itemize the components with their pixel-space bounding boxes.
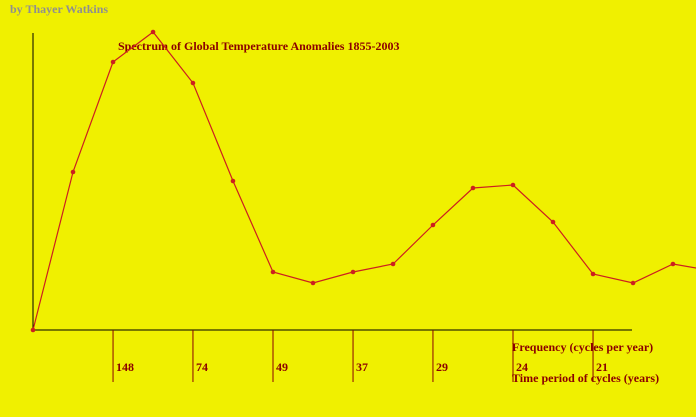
- data-point-11: [470, 185, 476, 191]
- data-point-15: [630, 280, 636, 286]
- tick-layer: 148 74 49 37 29 24 21: [112, 330, 608, 382]
- data-point-7: [310, 280, 316, 286]
- x-tick-label-37: 37: [356, 360, 368, 374]
- data-point-4: [190, 80, 196, 86]
- data-point-6: [270, 269, 276, 275]
- data-point-1: [70, 169, 76, 175]
- data-point-5: [230, 178, 236, 184]
- chart-title: Spectrum of Global Temperature Anomalies…: [118, 39, 399, 53]
- data-point-13: [550, 219, 556, 225]
- x-tick-label-24: 24: [516, 360, 528, 374]
- x-tick-label-148: 148: [116, 360, 134, 374]
- data-point-8: [350, 269, 356, 275]
- data-point-9: [390, 261, 396, 267]
- data-point-14: [590, 271, 596, 277]
- data-point-3: [150, 29, 156, 35]
- x-tick-label-21: 21: [596, 360, 608, 374]
- data-point-0: [30, 327, 36, 333]
- x-tick-label-74: 74: [196, 360, 208, 374]
- x-tick-label-29: 29: [436, 360, 448, 374]
- x-axis-title-frequency: Frequency (cycles per year): [512, 340, 653, 354]
- series-line: [32, 31, 696, 331]
- credit-text: by Thayer Watkins: [10, 2, 108, 16]
- data-point-16: [670, 261, 676, 267]
- series-temperature-spectrum: [30, 29, 696, 333]
- data-point-2: [110, 59, 116, 65]
- x-tick-label-49: 49: [276, 360, 288, 374]
- x-axis-title-period: Time period of cycles (years): [512, 371, 659, 385]
- data-point-12: [510, 182, 516, 188]
- data-point-10: [430, 222, 436, 228]
